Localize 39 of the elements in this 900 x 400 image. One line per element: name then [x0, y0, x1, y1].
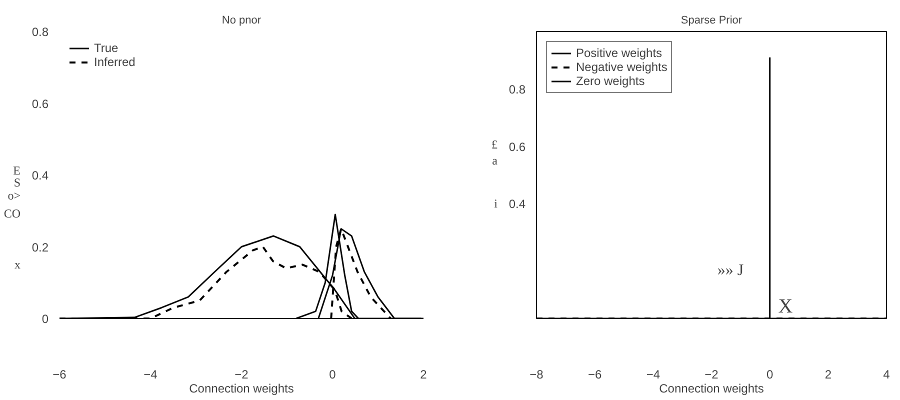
y-tick-label: 0.8	[32, 25, 49, 39]
text: £	[492, 138, 498, 152]
y-tick-label: 0.8	[508, 82, 526, 96]
x-tick-label: 2	[420, 368, 428, 382]
legend-label: Zero weights	[576, 74, 645, 88]
x-tick-label: 2	[824, 368, 832, 382]
y-tick-label: 0.4	[32, 168, 49, 182]
text: E	[13, 164, 21, 178]
text: i	[494, 196, 498, 210]
legend-label: Positive weights	[576, 46, 662, 60]
text: CO	[4, 206, 21, 220]
x-tick-label: −2	[234, 368, 249, 382]
x-tick-label: −4	[646, 368, 660, 382]
text: x	[14, 258, 20, 272]
chart-title: Sparse Prior	[680, 14, 742, 26]
text: o>	[8, 188, 21, 202]
y-tick-label: 0.6	[32, 96, 49, 111]
y-tick-label: 0	[42, 312, 49, 326]
legend-label: True	[94, 41, 118, 55]
x-axis-title: Connection weights	[189, 382, 294, 396]
y-tick-label: 0.6	[508, 140, 526, 154]
chart-title: No pnor	[222, 14, 262, 26]
x-tick-label: −6	[588, 368, 602, 382]
x-tick-label: −6	[52, 368, 67, 382]
legend-label: Inferred	[94, 55, 136, 69]
annotation: »» J	[717, 262, 744, 279]
y-tick-label: 0.4	[508, 197, 526, 212]
y-tick-label: 0.2	[32, 240, 49, 254]
text: a	[492, 154, 498, 168]
x-tick-label: −2	[704, 368, 719, 382]
text: S	[14, 176, 21, 190]
annotation: X	[778, 296, 794, 318]
x-tick-label: 0	[766, 368, 774, 382]
x-tick-label: 4	[883, 368, 890, 382]
x-tick-label: −8	[530, 368, 544, 382]
x-axis-title: Connection weights	[659, 382, 764, 396]
x-tick-label: 0	[329, 368, 336, 382]
legend-label: Negative weights	[576, 60, 668, 74]
x-tick-label: −4	[144, 368, 158, 382]
